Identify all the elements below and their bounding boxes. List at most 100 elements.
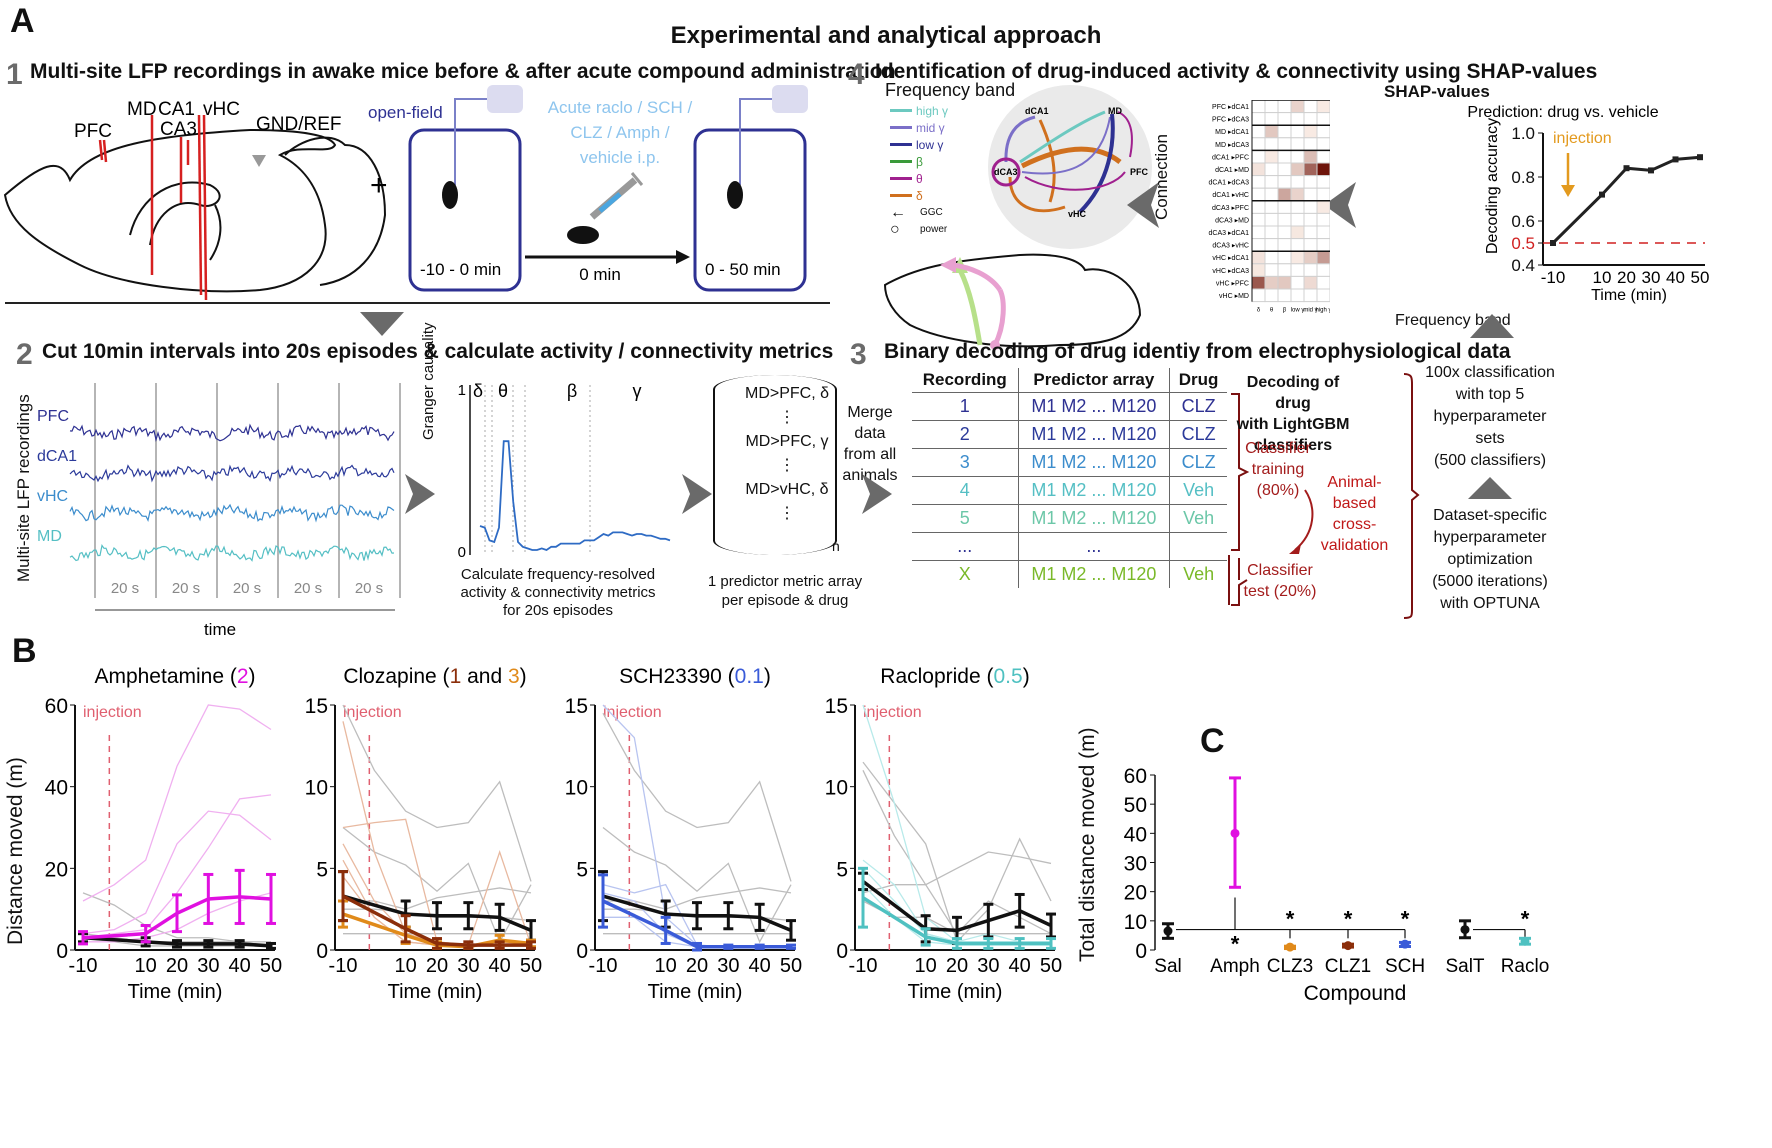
x-tick-label: 30 [977,955,999,977]
shap-cell [1251,225,1266,240]
y-tick-label: 15 [305,695,328,718]
shap-cell [1303,250,1318,265]
x-axis-label: Time (min) [908,981,1003,1003]
shap-cell [1290,250,1305,265]
shap-cell [1290,124,1305,139]
shap-cell [1290,187,1305,202]
x-axis-label: Time (min) [388,981,483,1003]
granger-spectrum-chart: 0 1 δ θ β γ [458,381,671,561]
post-recording-time-label: 0 - 50 min [705,260,781,279]
legend-label: θ [916,171,923,186]
title-part: and [461,665,508,688]
step1-number: 1 [6,58,23,91]
lightgbm-title-line: classifiers [1253,437,1333,454]
control-mean-line [602,894,792,933]
acc-point [1697,154,1703,161]
control-mean-line [342,894,532,933]
matrix-caption-line: per episode & drug [721,592,849,609]
shap-cell [1277,288,1292,303]
table-cell-drug: Veh [1169,560,1227,588]
shap-cell [1290,263,1305,277]
step3-number: 3 [850,338,867,371]
shap-cell [1316,250,1330,265]
crossval-line: Animal- [1327,474,1382,491]
table-cell-drug: CLZ [1169,420,1227,449]
matrix-caption: 1 predictor metric array per episode & d… [690,572,880,610]
shap-cell [1316,212,1330,227]
test-line: test (20%) [1243,583,1317,600]
c-point [1343,941,1353,951]
gc-y-tick-label: 1 [458,382,466,399]
curved-arrow-icon [1289,489,1314,554]
shap-cell [1316,187,1330,202]
title-part: ) [764,665,771,688]
table-cell-pred: M1 M2 ... M120 [1017,504,1171,533]
legend-item: β [890,153,948,170]
shap-cell [1277,100,1292,114]
shap-cell [1277,275,1292,290]
table-cell-rec: 2 [912,420,1019,449]
y-tick-label: 5 [576,858,588,881]
merge-data-text: Merge data from all animals [835,402,905,486]
c-point [1230,828,1240,838]
gc-caption-line: activity & connectivity metrics [460,584,656,601]
injection-label: injection [343,704,402,721]
panel-b-letter: B [12,632,37,670]
legend-swatch [890,177,912,180]
drug-mean-line [862,896,1051,946]
amplifier-icon [772,85,808,113]
shap-cell [1277,238,1292,252]
shap-cell [1251,212,1266,227]
training-line: training [1251,461,1305,478]
shap-cell [1303,212,1318,227]
classification-line: 100x classification [1425,364,1555,381]
gc-caption-line: for 20s episodes [502,602,614,619]
shap-cell [1264,100,1279,114]
power-circle-icon: ○ [890,220,900,238]
amplifier-icon [487,85,523,113]
table-cell-drug: CLZ [1169,392,1227,421]
shap-cell [1264,162,1279,177]
table-cell-drug: CLZ [1169,448,1227,477]
y-tick-label: 15 [565,695,588,718]
panel-b-y-label: Distance moved (m) [4,757,27,945]
title-part: 3 [508,665,520,688]
matrix-row: ⋮ [779,505,795,522]
shap-row-label: vHC ▸dCA3 [1212,268,1249,275]
shap-cell [1251,149,1266,164]
shap-cell [1290,275,1305,290]
y-tick-label: 40 [45,777,68,800]
table-cell-rec: 1 [912,392,1019,421]
shap-cell [1303,288,1318,303]
shap-cell [1277,263,1292,277]
episode-label: 20 s [233,580,261,597]
mouse-injected-icon [567,226,599,244]
section-divider [5,302,830,304]
shap-cell [1290,162,1305,177]
title-part: ) [249,665,256,688]
brain-drug-effect-icon [883,253,1142,350]
node-md: MD [1108,106,1122,116]
table-row: ...... [912,532,1227,561]
shap-col-label: θ [1270,308,1274,314]
node-dca3: dCA3 [994,167,1018,177]
trace-label: PFC [37,408,69,425]
title-part: 0.5 [994,665,1023,688]
legend-label: mid γ [916,120,945,135]
acc-x-tick-label: 40 [1666,268,1685,287]
col-drug: Drug [1178,370,1219,389]
gc-caption-line: Calculate frequency-resolved [460,566,656,583]
region-label-ca3: CA3 [160,119,197,140]
shap-cell [1303,112,1318,126]
node-vhc: vHC [1068,209,1087,219]
sig-marker: * [1286,907,1295,932]
x-tick-label: 20 [426,955,448,977]
c-point [1163,926,1173,936]
acc-point [1672,156,1679,163]
legend-swatch [890,160,912,163]
acc-x-tick-label: 30 [1642,268,1661,287]
shap-row-label: dCA1 ▸vHC [1212,192,1249,199]
injection-label: injection [83,704,142,721]
sig-marker: * [1521,907,1530,932]
